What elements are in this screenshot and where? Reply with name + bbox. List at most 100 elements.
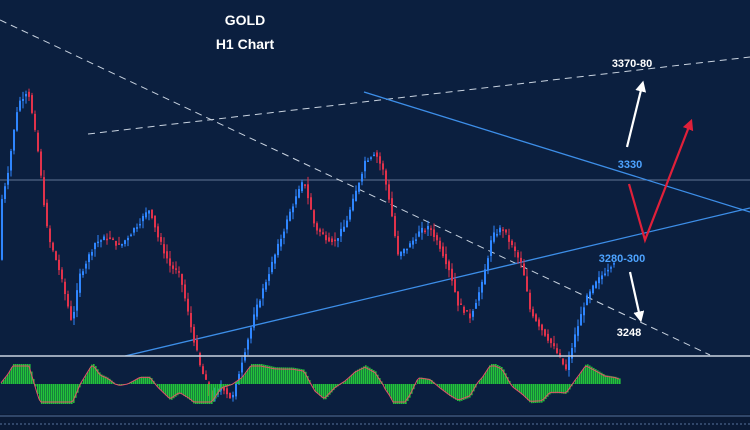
- candle-down: [49, 228, 51, 243]
- candle-down: [226, 388, 228, 395]
- macd-histogram-bar: [611, 376, 613, 384]
- macd-histogram-bar: [437, 384, 439, 386]
- label-3330: 3330: [618, 159, 642, 171]
- candle-down: [325, 235, 327, 241]
- macd-histogram-bar: [243, 375, 245, 384]
- macd-histogram-bar: [507, 377, 509, 384]
- candle-up: [94, 243, 96, 250]
- candle-up: [478, 292, 480, 301]
- macd-histogram-bar: [297, 368, 299, 384]
- macd-histogram-bar: [603, 373, 605, 384]
- candle-down: [322, 232, 324, 235]
- candle-up: [598, 277, 600, 284]
- macd-histogram-bar: [215, 384, 217, 399]
- macd-histogram-bar: [391, 384, 393, 400]
- candle-up: [124, 240, 126, 244]
- macd-histogram-bar: [315, 384, 317, 392]
- macd-histogram-bar: [393, 384, 395, 404]
- candle-down: [166, 251, 168, 259]
- macd-histogram-bar: [597, 370, 599, 384]
- macd-histogram-bar: [195, 384, 197, 404]
- candle-down: [34, 113, 36, 130]
- candle-up: [364, 160, 366, 172]
- macd-histogram-bar: [279, 367, 281, 384]
- macd-histogram-bar: [431, 379, 433, 384]
- candle-up: [265, 282, 267, 290]
- macd-histogram-bar: [269, 365, 271, 384]
- candle-down: [70, 306, 72, 320]
- candle-up: [295, 196, 297, 205]
- macd-histogram-bar: [85, 375, 87, 384]
- candle-down: [37, 132, 39, 152]
- candle-down: [40, 151, 42, 176]
- macd-histogram-bar: [305, 371, 307, 384]
- label-3370-80: 3370-80: [612, 58, 652, 70]
- macd-histogram-bar: [139, 377, 141, 384]
- candle-up: [100, 240, 102, 242]
- macd-histogram-bar: [443, 384, 445, 391]
- candle-down: [316, 223, 318, 231]
- macd-histogram-bar: [609, 375, 611, 384]
- macd-histogram-bar: [313, 384, 315, 389]
- macd-histogram-bar: [347, 378, 349, 384]
- macd-histogram-bar: [587, 364, 589, 384]
- macd-histogram-bar: [397, 384, 399, 404]
- macd-histogram-bar: [595, 369, 597, 384]
- candle-up: [613, 263, 615, 265]
- candle-up: [283, 231, 285, 238]
- macd-histogram-bar: [511, 384, 513, 385]
- macd-histogram-bar: [13, 364, 15, 384]
- candle-up: [343, 226, 345, 232]
- macd-histogram-bar: [371, 368, 373, 384]
- candle-up: [400, 251, 402, 256]
- candle-down: [535, 314, 537, 321]
- macd-histogram-bar: [73, 384, 75, 403]
- candle-up: [259, 300, 261, 308]
- macd-histogram-bar: [497, 364, 499, 384]
- candle-down: [175, 268, 177, 270]
- macd-histogram-bar: [27, 364, 29, 384]
- macd-histogram-bar: [515, 384, 517, 390]
- candle-up: [337, 238, 339, 241]
- macd-histogram-bar: [89, 368, 91, 384]
- candle-up: [349, 209, 351, 220]
- macd-histogram-bar: [261, 364, 263, 384]
- candle-down: [304, 184, 306, 186]
- macd-histogram-bar: [461, 384, 463, 401]
- macd-histogram-bar: [469, 384, 471, 398]
- macd-histogram-bar: [405, 384, 407, 404]
- candle-up: [340, 228, 342, 237]
- candle-down: [514, 246, 516, 252]
- macd-histogram-bar: [505, 373, 507, 384]
- candle-down: [469, 313, 471, 319]
- candle-up: [121, 244, 123, 246]
- macd-histogram-bar: [489, 365, 491, 384]
- candle-up: [487, 258, 489, 271]
- macd-histogram-bar: [15, 364, 17, 384]
- candle-down: [154, 215, 156, 228]
- macd-histogram-bar: [421, 377, 423, 384]
- macd-histogram-bar: [11, 367, 13, 384]
- macd-histogram-bar: [61, 384, 63, 404]
- macd-histogram-bar: [357, 369, 359, 384]
- macd-histogram-bar: [251, 364, 253, 384]
- candle-up: [133, 228, 135, 233]
- macd-histogram-bar: [617, 377, 619, 384]
- candle-up: [370, 157, 372, 159]
- candle-up: [253, 314, 255, 328]
- macd-histogram-bar: [5, 377, 7, 384]
- candle-down: [463, 306, 465, 313]
- macd-histogram-bar: [1, 382, 3, 384]
- candle-up: [148, 210, 150, 214]
- candle-up: [577, 326, 579, 336]
- macd-histogram-bar: [53, 384, 55, 404]
- macd-signal-line: [0, 365, 620, 403]
- candle-up: [4, 186, 6, 199]
- macd-histogram-bar: [289, 367, 291, 384]
- macd-histogram-bar: [573, 383, 575, 384]
- macd-histogram-bar: [255, 364, 257, 384]
- macd-histogram-bar: [23, 364, 25, 384]
- candle-up: [268, 274, 270, 281]
- macd-histogram-bar: [65, 384, 67, 404]
- candle-up: [85, 263, 87, 269]
